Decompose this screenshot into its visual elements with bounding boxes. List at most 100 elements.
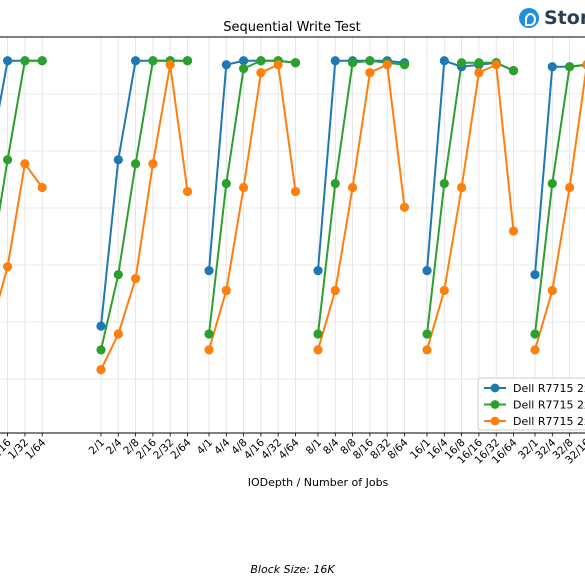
series-3-point bbox=[113, 329, 123, 339]
series-3-point bbox=[457, 182, 467, 193]
series-3-point bbox=[439, 285, 449, 296]
series-3-point bbox=[313, 345, 323, 355]
legend: Dell R7715 2x Dell R7715 2x Dell R7715 2x bbox=[477, 377, 585, 431]
x-tick-labels: 1/41/81/161/321/642/12/42/82/162/322/644… bbox=[0, 433, 585, 467]
series-3-point bbox=[165, 60, 175, 70]
legend-swatch-marker bbox=[490, 400, 500, 409]
series-2-point bbox=[530, 329, 540, 339]
series-2-point bbox=[113, 270, 123, 280]
series-2-point bbox=[565, 62, 575, 72]
x-tick-label: 2/4 bbox=[104, 436, 125, 457]
series-1-point bbox=[221, 60, 231, 70]
series-2-point bbox=[348, 58, 358, 68]
series-3-point bbox=[204, 345, 214, 355]
series-3-point bbox=[96, 365, 106, 375]
series-2-point bbox=[290, 58, 301, 68]
x-tick-label: 8/64 bbox=[385, 436, 410, 461]
series-1-point bbox=[204, 266, 214, 276]
series-3-point bbox=[182, 186, 193, 197]
legend-swatch-marker bbox=[490, 383, 500, 393]
x-tick-label: 1/64 bbox=[23, 436, 48, 461]
series-2-line bbox=[534, 63, 585, 335]
series-3-point bbox=[37, 182, 47, 193]
logo-text: Stora bbox=[544, 7, 585, 29]
series-2-point bbox=[256, 56, 266, 66]
x-tick-label: 8/4 bbox=[321, 436, 342, 457]
series-3-point bbox=[3, 262, 13, 272]
series-2-point bbox=[330, 178, 340, 189]
series-1-point bbox=[113, 155, 123, 165]
series-3-point bbox=[474, 68, 484, 78]
series-3-point bbox=[565, 182, 575, 193]
chart-title: Sequential Write Test bbox=[223, 20, 360, 35]
series-2-point bbox=[422, 329, 432, 339]
series-1-point bbox=[530, 270, 540, 280]
x-axis-label: IODepth / Number of Jobs bbox=[248, 476, 389, 489]
series-2-point bbox=[239, 64, 249, 74]
series-1-point bbox=[239, 56, 249, 66]
series-2-point bbox=[131, 159, 141, 169]
series-1-point bbox=[439, 56, 449, 66]
x-tick-label: 2/64 bbox=[168, 436, 193, 461]
series-3-point bbox=[382, 60, 392, 70]
series-2-point bbox=[182, 56, 193, 66]
series-2-point bbox=[547, 178, 557, 189]
series-1-point bbox=[330, 56, 340, 66]
legend-swatch-marker bbox=[490, 416, 500, 426]
series-3-point bbox=[239, 182, 249, 193]
series-1-point bbox=[131, 56, 141, 66]
series-3-line bbox=[426, 63, 515, 351]
series-1-point bbox=[422, 266, 432, 276]
series-3-line bbox=[534, 71, 585, 351]
series-3-point bbox=[547, 285, 557, 296]
series-3-point bbox=[491, 60, 501, 70]
block-size-note: Block Size: 16K bbox=[250, 563, 335, 576]
data-points bbox=[3, 56, 585, 375]
storagereview-logo: Stora bbox=[519, 4, 585, 32]
series-2-point bbox=[3, 155, 13, 165]
series-2-point bbox=[148, 56, 158, 66]
grid-lines bbox=[0, 37, 585, 433]
series-3-line bbox=[317, 63, 406, 351]
plot-frame bbox=[0, 36, 585, 434]
series-3-point bbox=[273, 60, 283, 70]
series-3-point bbox=[365, 68, 375, 78]
series-3-point bbox=[330, 285, 340, 296]
x-tick-label: 8/1 bbox=[304, 437, 324, 457]
series-3-point bbox=[148, 159, 158, 169]
legend-label: Dell R7715 2x bbox=[513, 415, 585, 428]
series-3-point bbox=[348, 182, 358, 193]
series-3-point bbox=[422, 345, 432, 355]
x-tick-label: 4/1 bbox=[195, 437, 215, 457]
series-2-point bbox=[20, 56, 30, 66]
series-2-point bbox=[204, 329, 214, 339]
series-2-point bbox=[37, 56, 47, 66]
series-3-point bbox=[20, 159, 30, 169]
series-1-point bbox=[96, 321, 106, 331]
series-3-point bbox=[399, 202, 410, 212]
series-3-point bbox=[582, 60, 585, 69]
series-3-point bbox=[221, 285, 231, 296]
series-2-point bbox=[457, 58, 467, 68]
series-3-point bbox=[508, 226, 519, 236]
series-1-point bbox=[547, 62, 557, 72]
series-3-point bbox=[131, 273, 141, 284]
series-2-point bbox=[474, 58, 484, 68]
series-2-point bbox=[439, 178, 449, 189]
series-3-point bbox=[290, 186, 301, 197]
series-3-point bbox=[256, 68, 266, 78]
series-3-point bbox=[530, 345, 540, 355]
legend-label: Dell R7715 2x bbox=[513, 399, 585, 412]
legend-box bbox=[477, 377, 585, 431]
series-1-point bbox=[313, 266, 323, 276]
series-2-point bbox=[221, 178, 231, 189]
x-tick-label: 4/64 bbox=[276, 436, 301, 461]
series-1-point bbox=[3, 56, 13, 66]
series-lines bbox=[0, 59, 585, 371]
series-2-point bbox=[399, 60, 410, 70]
series-2-point bbox=[508, 66, 519, 76]
x-tick-label: 4/4 bbox=[212, 436, 233, 457]
x-tick-label: 2/1 bbox=[87, 437, 107, 457]
series-2-point bbox=[96, 345, 106, 355]
